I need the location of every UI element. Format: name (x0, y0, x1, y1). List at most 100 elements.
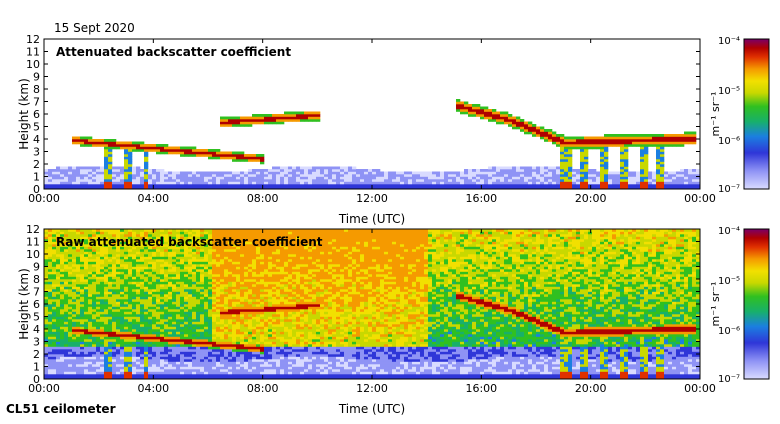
heatmap-cell (128, 279, 132, 282)
heatmap-cell (76, 357, 80, 360)
heatmap-cell (660, 162, 664, 165)
heatmap-cell (172, 349, 176, 352)
heatmap-cell (88, 292, 92, 295)
heatmap-cell (172, 232, 176, 235)
heatmap-cell (176, 287, 180, 290)
heatmap-cell (264, 177, 268, 180)
heatmap-cell (84, 184, 88, 187)
heatmap-cell (204, 182, 208, 185)
heatmap-cell (64, 277, 68, 280)
heatmap-cell (140, 374, 144, 377)
heatmap-cell (216, 307, 220, 310)
heatmap-cell (180, 277, 184, 280)
heatmap-cell (528, 127, 532, 130)
heatmap-cell (532, 127, 536, 130)
heatmap-cell (164, 294, 168, 297)
heatmap-cell (464, 177, 468, 180)
heatmap-cell (52, 259, 56, 262)
heatmap-cell (272, 169, 276, 172)
heatmap-cell (136, 169, 140, 172)
heatmap-cell (228, 339, 232, 342)
heatmap-cell (52, 252, 56, 255)
heatmap-cell (524, 179, 528, 182)
heatmap-cell (624, 172, 628, 175)
heatmap-cell (48, 262, 52, 265)
heatmap-cell (112, 307, 116, 310)
heatmap-cell (224, 272, 228, 275)
heatmap-cell (148, 267, 152, 270)
y-tick-label: 1 (33, 171, 40, 184)
heatmap-cell (564, 144, 568, 147)
heatmap-cell (632, 134, 636, 137)
heatmap-cell (232, 122, 236, 125)
heatmap-cell (196, 359, 200, 362)
heatmap-cell (104, 232, 108, 235)
heatmap-cell (200, 347, 204, 350)
heatmap-cell (340, 174, 344, 177)
heatmap-cell (600, 174, 604, 177)
heatmap-cell (216, 327, 220, 330)
heatmap-cell (52, 277, 56, 280)
heatmap-cell (592, 184, 596, 187)
heatmap-cell (80, 182, 84, 185)
heatmap-cell (548, 132, 552, 135)
heatmap-cell (228, 374, 232, 377)
heatmap-cell (220, 369, 224, 372)
heatmap-cell (192, 342, 196, 345)
heatmap-cell (132, 292, 136, 295)
heatmap-cell (640, 177, 644, 180)
heatmap-cell (60, 279, 64, 282)
heatmap-cell (120, 292, 124, 295)
heatmap-cell (272, 174, 276, 177)
heatmap-cell (88, 369, 92, 372)
heatmap-cell (668, 137, 672, 140)
heatmap-cell (316, 169, 320, 172)
heatmap-cell (580, 149, 584, 152)
heatmap-cell (180, 312, 184, 315)
heatmap-cell (48, 179, 52, 182)
heatmap-cell (180, 292, 184, 295)
heatmap-cell (288, 167, 292, 170)
heatmap-cell (128, 319, 132, 322)
heatmap-cell (56, 329, 60, 332)
heatmap-cell (60, 352, 64, 355)
heatmap-cell (56, 294, 60, 297)
heatmap-cell (112, 297, 116, 300)
heatmap-cell (556, 137, 560, 140)
heatmap-cell (184, 297, 188, 300)
heatmap-cell (216, 249, 220, 252)
heatmap-cell (312, 184, 316, 187)
heatmap-cell (156, 177, 160, 180)
heatmap-cell (564, 152, 568, 155)
heatmap-cell (456, 177, 460, 180)
heatmap-cell (160, 184, 164, 187)
heatmap-cell (576, 177, 580, 180)
heatmap-cell (44, 247, 48, 250)
heatmap-cell (196, 184, 200, 187)
heatmap-cell (284, 167, 288, 170)
heatmap-cell (176, 369, 180, 372)
heatmap-cell (60, 174, 64, 177)
heatmap-cell (508, 177, 512, 180)
heatmap-cell (460, 174, 464, 177)
heatmap-cell (164, 317, 168, 320)
heatmap-cell (580, 184, 584, 187)
heatmap-cell (52, 347, 56, 350)
heatmap-cell (372, 174, 376, 177)
heatmap-cell (280, 174, 284, 177)
heatmap-cell (204, 309, 208, 312)
heatmap-cell (88, 172, 92, 175)
heatmap-cell (216, 372, 220, 375)
heatmap-cell (72, 372, 76, 375)
heatmap-cell (160, 312, 164, 315)
heatmap-cell (108, 312, 112, 315)
heatmap-cell (176, 349, 180, 352)
heatmap-cell (280, 122, 284, 125)
heatmap-cell (104, 164, 108, 167)
heatmap-cell (136, 327, 140, 330)
heatmap-cell (172, 287, 176, 290)
heatmap-cell (200, 327, 204, 330)
heatmap-cell (188, 292, 192, 295)
heatmap-cell (188, 337, 192, 340)
heatmap-cell (416, 179, 420, 182)
